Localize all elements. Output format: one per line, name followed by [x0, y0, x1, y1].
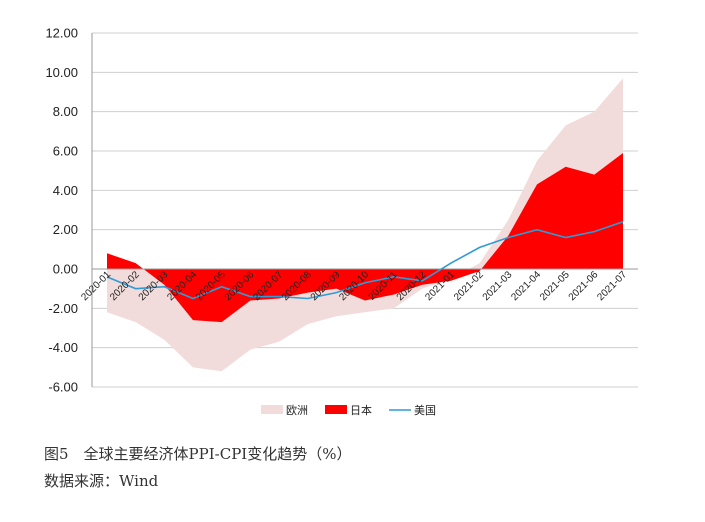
ppi-cpi-chart: 2020-012020-022020-032020-042020-052020-… — [45, 26, 638, 417]
y-tick-label: 6.00 — [53, 144, 78, 159]
legend-label-欧洲: 欧洲 — [286, 404, 308, 417]
y-tick-label: 2.00 — [53, 222, 78, 237]
y-tick-label: 4.00 — [53, 183, 78, 198]
legend-label-日本: 日本 — [350, 403, 372, 417]
legend-swatch-日本 — [325, 405, 347, 414]
data-source: 数据来源：Wind — [44, 472, 159, 490]
x-tick-label: 2021-04 — [509, 269, 543, 303]
legend-label-美国: 美国 — [414, 404, 436, 417]
x-tick-label: 2021-06 — [567, 269, 601, 303]
x-tick-label: 2021-07 — [595, 269, 629, 303]
y-tick-labels: 12.00 10.00 8.00 6.00 4.00 2.00 0.00 -2.00 -4.00… — [45, 26, 78, 395]
x-tick-label: 2021-03 — [481, 269, 515, 303]
line-美国 — [106, 221, 624, 300]
y-tick-label: 8.00 — [53, 104, 78, 119]
axis-layer — [91, 33, 638, 387]
x-tick-label: 2021-05 — [538, 269, 572, 303]
figure-caption: 图5 全球主要经济体PPI-CPI变化趋势（%） — [44, 445, 352, 463]
legend-swatch-欧洲 — [261, 405, 283, 414]
y-tick-label: -2.00 — [48, 301, 78, 316]
y-tick-label: -6.00 — [48, 380, 78, 395]
area-日本 — [107, 152, 623, 323]
y-tick-label: -4.00 — [48, 340, 78, 355]
legend: 欧洲 日本 美国 — [261, 403, 436, 417]
y-tick-label: 10.00 — [45, 65, 78, 80]
y-tick-label: 0.00 — [53, 262, 78, 277]
area-layer — [107, 78, 623, 372]
y-tick-label: 12.00 — [45, 26, 78, 41]
line-layer — [106, 221, 624, 300]
